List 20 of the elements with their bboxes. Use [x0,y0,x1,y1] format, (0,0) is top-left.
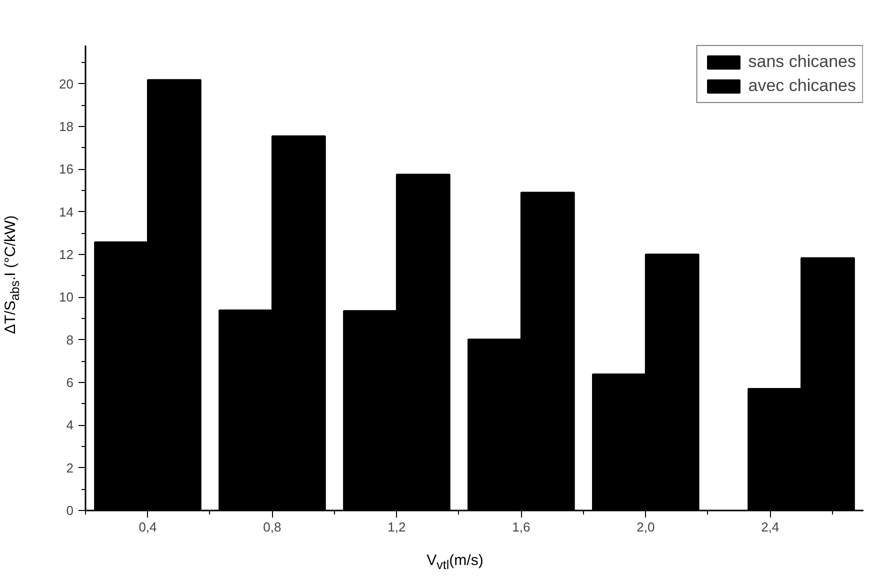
y-tick-label: 14 [59,204,74,220]
x-tick-label: 1,6 [512,520,530,534]
x-tick-label: 0,4 [138,520,157,534]
y-tick-label: 18 [59,119,74,134]
x-tick-label: 2,0 [636,520,655,534]
y-tick-label: 12 [59,247,74,262]
x-tick-label: 0,8 [263,520,282,534]
y-tick-label: 4 [66,418,74,433]
y-tick-label: 16 [59,162,74,177]
legend-label: sans chicanes [748,52,856,72]
x-tick-label: 1,2 [388,520,406,534]
y-tick-label: 0 [66,503,74,518]
legend-label: avec chicanes [748,76,856,96]
y-tick-label: 8 [66,332,74,348]
y-tick-label: 20 [59,76,74,92]
x-tick-label: 2,4 [761,520,780,534]
y-tick-label: 2 [66,460,74,476]
y-tick-label: 6 [66,375,74,390]
y-tick-label: 10 [59,290,74,305]
x-axis-title: V$_{vtl}$(m/s) [426,551,484,574]
